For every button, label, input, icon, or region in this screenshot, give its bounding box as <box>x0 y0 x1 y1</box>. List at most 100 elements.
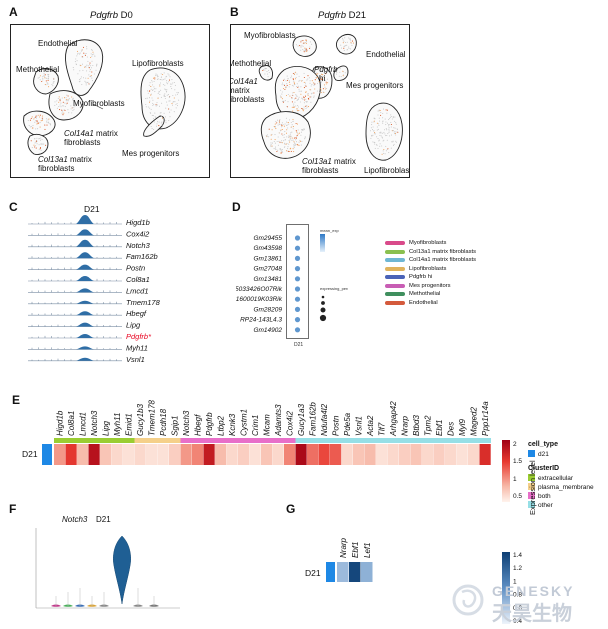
cluster-label-col13a1-gene: Col13a1 <box>38 155 68 164</box>
heatmap-gene-label: Tpm2 <box>423 415 432 436</box>
heatmap-gene-label: Mcam <box>262 414 271 436</box>
umap-cell <box>311 80 313 82</box>
panel-g-cell-type-bar <box>326 562 335 582</box>
umap-cell <box>93 53 95 55</box>
umap-cell <box>298 85 300 87</box>
heatmap-category-cell <box>399 438 411 443</box>
heatmap-category-cell <box>238 438 250 443</box>
size-legend-dot-2 <box>321 301 325 305</box>
umap-cell <box>394 116 396 118</box>
umap-cell <box>167 73 169 75</box>
umap-cell <box>386 109 388 111</box>
umap-cell <box>370 127 372 129</box>
umap-cell <box>372 134 374 136</box>
umap-cell <box>271 133 273 135</box>
umap-cell <box>41 119 43 121</box>
heatmap-cell <box>364 444 376 465</box>
heatmap-gene-label: Lipg <box>101 420 110 436</box>
umap-cell <box>85 52 87 55</box>
umap-cell <box>292 118 294 120</box>
track-gene-label: Notch3 <box>126 241 151 250</box>
umap-cell <box>283 84 286 87</box>
umap-cell <box>307 75 309 77</box>
cluster-label-col13a1-rest: matrix <box>68 155 92 164</box>
legend-cluster-title: ClusterID <box>528 465 559 472</box>
umap-cell <box>382 112 384 115</box>
colorbar-tick-label: 1.4 <box>513 552 522 559</box>
umap-cell <box>383 148 385 151</box>
umap-cell <box>290 132 292 134</box>
umap-cell <box>395 140 397 142</box>
umap-cell <box>303 128 305 130</box>
umap-cell <box>303 106 305 108</box>
cluster-legend-swatch <box>385 266 405 271</box>
umap-cell <box>300 86 302 88</box>
umap-cell <box>77 52 79 54</box>
umap-cell <box>296 95 298 97</box>
umap-cell <box>349 38 351 40</box>
track-row: Col8a1 <box>28 275 150 284</box>
cluster-outline-methothelial <box>258 65 273 81</box>
umap-cell <box>286 136 288 138</box>
panel-d-x-label: D21 <box>294 342 303 348</box>
umap-cell <box>300 41 302 43</box>
watermark: GENESKY 天昊生物 <box>452 583 572 625</box>
umap-cell <box>304 84 306 86</box>
genesky-logo-icon <box>452 584 484 616</box>
cluster-label-mes-progenitors: Mes progenitors <box>122 149 179 158</box>
umap-cell <box>39 122 41 124</box>
umap-cell <box>90 65 92 67</box>
umap-cell <box>350 40 352 42</box>
umap-cell <box>283 140 285 142</box>
cluster-label-methothelial: Methothelial <box>230 59 271 68</box>
cluster-label-col14a1-gene: Col14a1 <box>64 129 94 138</box>
umap-cell <box>270 143 272 145</box>
cluster-outline-col13a1 <box>27 133 49 155</box>
umap-cell <box>47 83 49 85</box>
umap-cell <box>303 108 305 110</box>
umap-cell <box>160 76 162 78</box>
panel-c-title: D21 <box>84 204 100 214</box>
umap-cell <box>87 81 89 83</box>
cluster-legend-swatch <box>528 501 535 508</box>
colorbar-tick-label: 0.6 <box>513 605 522 612</box>
umap-cell <box>304 95 307 97</box>
umap-cell <box>37 114 39 116</box>
umap-cell <box>91 54 94 56</box>
heatmap-cell <box>445 444 457 465</box>
cluster-legend-label: Endothelial <box>409 299 438 306</box>
dotplot-dot <box>294 276 301 282</box>
umap-cell <box>268 128 270 130</box>
umap-cell <box>166 82 168 84</box>
umap-cell <box>395 123 397 125</box>
umap-cell <box>164 97 166 100</box>
umap-cell <box>342 75 344 77</box>
umap-cell <box>292 139 294 141</box>
track-peak <box>76 229 94 236</box>
umap-cell <box>73 101 75 103</box>
umap-cell <box>382 108 385 110</box>
umap-cell <box>66 94 68 96</box>
umap-cell <box>296 83 298 85</box>
umap-cell <box>82 69 84 71</box>
cluster-legend-item: Methothelial <box>385 290 505 299</box>
umap-cell <box>171 104 174 106</box>
umap-cell <box>91 49 93 52</box>
umap-cell <box>58 101 60 103</box>
cluster-outline-col13a1 <box>260 111 311 159</box>
panel-label-c: C <box>9 200 18 214</box>
cluster-legend-label: other <box>538 502 554 509</box>
dotplot-gene-label: RP24-143L4.3 <box>240 317 282 324</box>
umap-cell <box>171 88 173 90</box>
umap-cell <box>33 118 35 120</box>
track-peak <box>76 264 94 270</box>
heatmap-cell <box>203 444 215 465</box>
legend-cell-type-item: d21 <box>538 451 549 458</box>
umap-cell <box>380 132 382 134</box>
track-gene-label: Hbegf <box>126 309 147 318</box>
umap-cell <box>91 49 93 51</box>
umap-cell <box>65 103 67 105</box>
umap-cell <box>280 149 282 151</box>
umap-cell <box>73 69 75 71</box>
umap-cell <box>318 76 321 78</box>
